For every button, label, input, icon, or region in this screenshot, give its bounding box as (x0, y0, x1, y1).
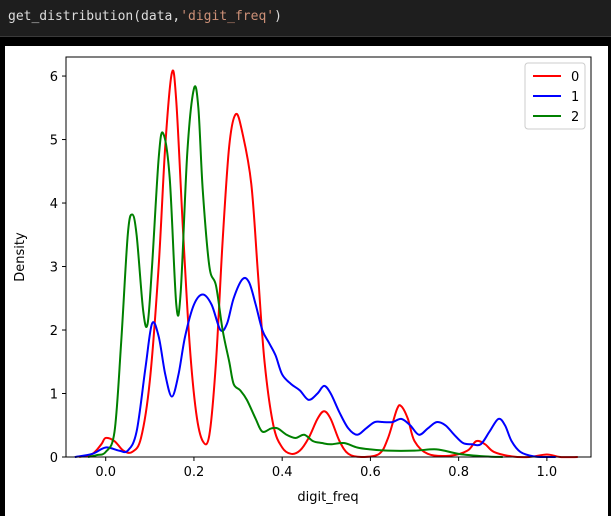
y-tick-label: 2 (50, 324, 58, 339)
x-tick-label: 0.6 (360, 465, 381, 480)
x-tick-label: 0.8 (448, 465, 469, 480)
code-line: get_distribution(data,'digit_freq') (8, 9, 282, 24)
series-line-2 (87, 85, 503, 458)
x-axis: 0.0 0.2 0.4 0.6 0.8 1.0 (95, 457, 557, 480)
plot-lines (74, 69, 578, 459)
y-tick-label: 0 (50, 451, 58, 466)
legend-label-0: 0 (571, 70, 579, 85)
x-tick-label: 0.4 (272, 465, 293, 480)
plot-frame (65, 56, 592, 458)
legend-label-1: 1 (571, 90, 579, 105)
code-string-arg: 'digit_freq' (180, 9, 275, 24)
x-axis-label: digit_freq (297, 490, 358, 505)
series-line-1 (74, 276, 556, 459)
x-tick-label: 0.2 (184, 465, 205, 480)
chart-background (5, 46, 608, 516)
legend: 0 1 2 (524, 62, 586, 130)
y-tick-label: 3 (50, 261, 58, 276)
y-axis-label: Density (13, 232, 28, 282)
x-tick-label: 1.0 (537, 465, 558, 480)
y-tick-label: 4 (50, 197, 58, 212)
series-line-0 (79, 69, 578, 459)
legend-label-2: 2 (571, 110, 579, 125)
x-tick-label: 0.0 (95, 465, 116, 480)
y-tick-label: 1 (50, 388, 58, 403)
code-prefix: get_distribution(data, (8, 9, 181, 24)
y-tick-label: 6 (50, 70, 58, 85)
code-suffix: ) (274, 9, 282, 24)
code-cell[interactable]: get_distribution(data,'digit_freq') (0, 0, 611, 37)
y-tick-label: 5 (50, 134, 58, 149)
y-axis: 0 1 2 3 4 5 6 (50, 70, 66, 466)
